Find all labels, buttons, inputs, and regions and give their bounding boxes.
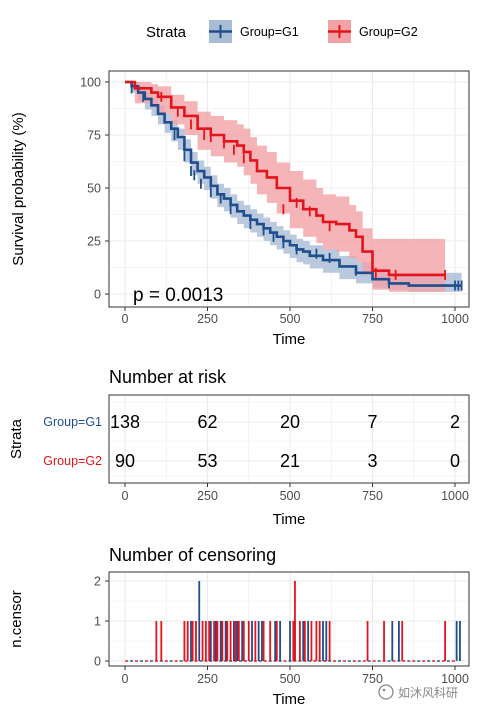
censoring-y-tick-label: 0	[94, 655, 101, 669]
risk-table-title: Number at risk	[109, 367, 227, 387]
risk-table-x-ticks: 0 250 500 750 1000	[122, 483, 469, 503]
risk-cell: 90	[115, 451, 135, 471]
censoring-plot-area	[108, 571, 470, 667]
survival-x-axis-label: Time	[273, 331, 306, 348]
survival-x-tick-label: 0	[122, 312, 129, 326]
risk-table-cells: 138 62 20 7 2 90 53 21 3 0	[110, 412, 460, 471]
risk-x-tick-label: 1000	[441, 489, 469, 503]
censoring-y-tick-label: 1	[94, 615, 101, 629]
risk-x-tick-label: 750	[362, 489, 383, 503]
legend-title: Strata	[146, 24, 187, 41]
survival-x-tick-label: 1000	[441, 312, 469, 326]
legend: Strata Group=G1 Group=G2	[146, 20, 418, 43]
censoring-x-tick-label: 0	[122, 672, 129, 686]
risk-row-label-g2: Group=G2	[43, 454, 102, 468]
risk-cell: 53	[197, 451, 217, 471]
legend-label-g2: Group=G2	[359, 25, 418, 39]
risk-cell: 3	[367, 451, 377, 471]
censoring-panel: Number of censoring 0 250 500 750 1000 0 1 2 T…	[8, 545, 470, 708]
watermark: 如沐风科研	[378, 684, 458, 700]
p-value-annotation: p = 0.0013	[133, 285, 223, 306]
risk-table-y-label: Strata	[8, 418, 25, 459]
survival-y-axis-label: Survival probability (%)	[10, 112, 27, 265]
watermark-text: 如沐风科研	[398, 685, 458, 700]
legend-label-g1: Group=G1	[240, 25, 299, 39]
survival-x-tick-label: 250	[197, 312, 218, 326]
risk-cell: 20	[280, 412, 300, 432]
survival-y-tick-label: 25	[87, 235, 101, 249]
risk-x-tick-label: 500	[280, 489, 301, 503]
survival-y-tick-label: 100	[80, 76, 101, 90]
censoring-x-tick-label: 250	[197, 672, 218, 686]
risk-x-tick-label: 250	[197, 489, 218, 503]
censoring-x-tick-label: 500	[280, 672, 301, 686]
risk-cell: 138	[110, 412, 140, 432]
risk-x-tick-label: 0	[122, 489, 129, 503]
censoring-y-label: n.censor	[8, 590, 25, 648]
survival-y-ticks: 0 25 50 75 100	[80, 76, 109, 302]
risk-cell: 62	[197, 412, 217, 432]
censoring-x-tick-label: 1000	[441, 672, 469, 686]
watermark-logo-dot-icon	[382, 688, 386, 692]
survival-band-g1	[125, 82, 462, 292]
risk-table-grid	[110, 396, 468, 482]
censoring-x-ticks: 0 250 500 750 1000	[122, 666, 469, 686]
risk-table-area	[108, 394, 470, 484]
survival-curves	[125, 80, 462, 287]
risk-cell: 0	[450, 451, 460, 471]
risk-cell: 2	[450, 412, 460, 432]
survival-x-tick-label: 500	[280, 312, 301, 326]
censoring-plot-border	[108, 571, 470, 667]
risk-table-x-label: Time	[273, 511, 306, 528]
survival-y-tick-label: 0	[94, 288, 101, 302]
watermark-logo-icon	[378, 684, 394, 700]
survival-y-tick-label: 75	[87, 129, 101, 143]
risk-table-border	[108, 394, 470, 484]
censoring-y-ticks: 0 1 2	[94, 575, 109, 669]
censoring-x-tick-label: 750	[362, 672, 383, 686]
risk-cell: 21	[280, 451, 300, 471]
survival-y-tick-label: 50	[87, 182, 101, 196]
censoring-title: Number of censoring	[109, 545, 276, 565]
risk-table-panel: Number at risk 138 62 20 7 2 90 53 21 3 0 Group=G…	[8, 367, 470, 528]
risk-cell: 7	[367, 412, 377, 432]
survival-curve-g2	[125, 80, 446, 277]
survival-x-ticks: 0 250 500 750 1000	[122, 307, 469, 326]
survival-curve-g1	[125, 80, 462, 287]
risk-row-label-g1: Group=G1	[43, 415, 102, 429]
survival-panel: 0 250 500 750 1000 0 25 50 75 100 p = 0.0013 Tim…	[10, 70, 470, 348]
survival-x-tick-label: 750	[362, 312, 383, 326]
survival-censor-marks	[130, 83, 463, 291]
censoring-x-label: Time	[273, 691, 306, 708]
censoring-bars	[125, 581, 461, 662]
censoring-y-tick-label: 2	[94, 575, 101, 589]
survival-plot-border	[108, 70, 470, 308]
